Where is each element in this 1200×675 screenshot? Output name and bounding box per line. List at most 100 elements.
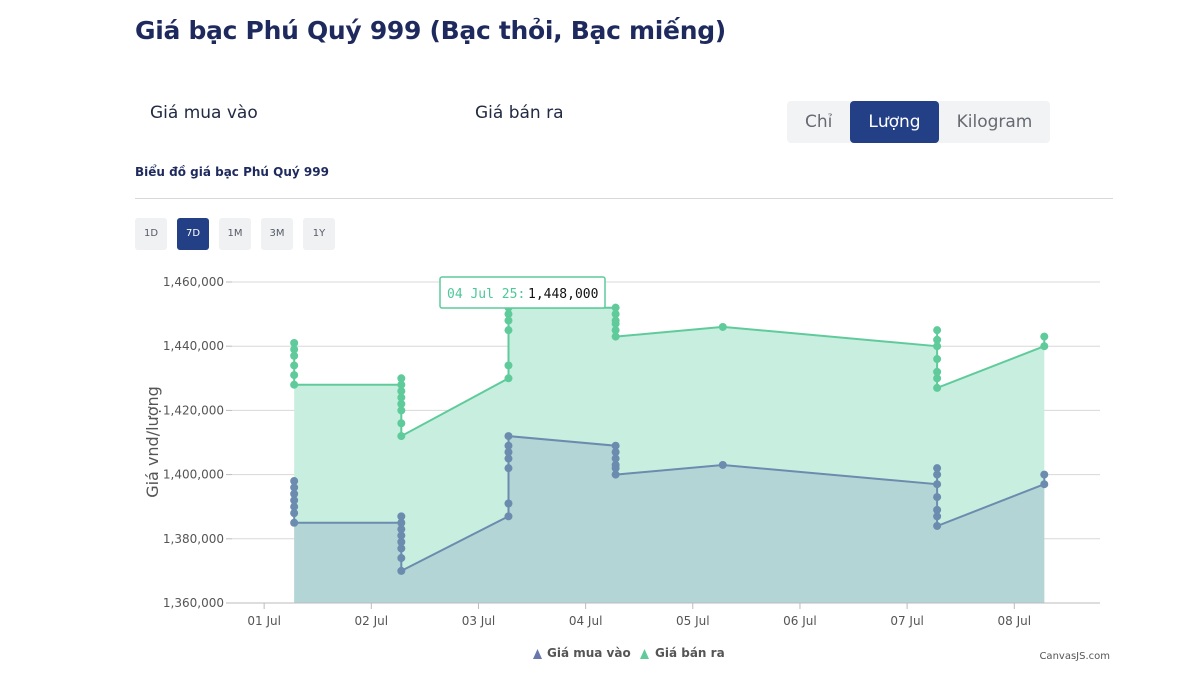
point-sell: [504, 361, 513, 370]
point-sell: [504, 326, 513, 335]
tooltip-label: 04 Jul 25:: [447, 287, 525, 302]
point-sell: [397, 387, 406, 396]
point-buy: [933, 480, 942, 489]
point-sell: [933, 335, 942, 344]
point-sell: [504, 310, 513, 319]
point-sell: [290, 380, 299, 389]
point-buy: [504, 441, 513, 450]
point-sell: [1040, 342, 1049, 351]
unit-toggle: Chỉ Lượng Kilogram: [787, 101, 1051, 143]
range-tabs: 1D 7D 1M 3M 1Y: [135, 218, 335, 250]
x-tick-label: 03 Jul: [462, 614, 496, 628]
page-title: Giá bạc Phú Quý 999 (Bạc thỏi, Bạc miếng…: [135, 16, 726, 45]
point-buy: [397, 538, 406, 547]
point-buy: [504, 512, 513, 521]
point-sell: [397, 419, 406, 428]
point-sell: [1040, 332, 1049, 341]
x-tick-label: 08 Jul: [997, 614, 1031, 628]
point-sell: [611, 332, 620, 341]
y-tick-label: 1,400,000: [163, 468, 224, 482]
point-buy: [397, 554, 406, 563]
x-tick-label: 05 Jul: [676, 614, 710, 628]
x-tick-label: 06 Jul: [783, 614, 817, 628]
point-buy: [290, 518, 299, 527]
point-sell: [397, 374, 406, 383]
point-buy: [611, 441, 620, 450]
point-sell: [397, 406, 406, 415]
point-sell: [933, 374, 942, 383]
unit-chi-button[interactable]: Chỉ: [805, 112, 833, 132]
point-sell: [933, 342, 942, 351]
point-sell: [397, 432, 406, 441]
point-buy: [1040, 480, 1049, 489]
y-tick-label: 1,380,000: [163, 532, 224, 546]
range-1m-button[interactable]: 1M: [219, 218, 251, 250]
point-sell: [933, 355, 942, 364]
point-buy: [504, 448, 513, 457]
point-buy: [504, 499, 513, 508]
unit-luong-button[interactable]: Lượng: [850, 101, 939, 143]
point-buy: [611, 464, 620, 473]
point-sell: [611, 303, 620, 312]
point-buy: [504, 454, 513, 463]
y-axis-title: Giá vnd/lượng: [143, 386, 162, 498]
point-sell: [397, 380, 406, 389]
point-buy: [1040, 470, 1049, 479]
point-sell: [290, 345, 299, 354]
point-sell: [933, 367, 942, 376]
point-buy: [397, 544, 406, 553]
range-1y-button[interactable]: 1Y: [303, 218, 335, 250]
point-buy: [611, 448, 620, 457]
point-sell: [611, 310, 620, 319]
point-buy: [933, 464, 942, 473]
range-3m-button[interactable]: 3M: [261, 218, 293, 250]
point-sell: [290, 371, 299, 380]
point-sell: [290, 338, 299, 347]
point-sell: [611, 326, 620, 335]
y-tick-label: 1,360,000: [163, 596, 224, 610]
y-tick-label: 1,420,000: [163, 403, 224, 417]
legend-marker-sell: [640, 649, 649, 659]
sell-price-label: Giá bán ra: [475, 103, 564, 123]
point-sell: [397, 399, 406, 408]
point-buy: [933, 512, 942, 521]
x-tick-label: 07 Jul: [890, 614, 924, 628]
point-buy: [933, 505, 942, 514]
point-sell: [933, 326, 942, 335]
point-sell: [718, 322, 727, 331]
x-tick-label: 04 Jul: [569, 614, 603, 628]
y-tick-label: 1,440,000: [163, 339, 224, 353]
divider: [135, 198, 1113, 199]
point-buy: [504, 464, 513, 473]
point-buy: [718, 460, 727, 469]
point-sell: [611, 319, 620, 328]
legend-marker-buy: [533, 649, 542, 659]
canvasjs-credit[interactable]: CanvasJS.com: [1039, 651, 1110, 662]
point-buy: [290, 509, 299, 518]
point-buy: [290, 489, 299, 498]
point-sell: [397, 393, 406, 402]
point-buy: [933, 470, 942, 479]
range-1d-button[interactable]: 1D: [135, 218, 167, 250]
point-buy: [397, 518, 406, 527]
point-buy: [397, 512, 406, 521]
point-sell: [290, 351, 299, 360]
point-buy: [290, 496, 299, 505]
legend: Giá mua vào Giá bán ra: [533, 646, 725, 660]
tooltip-value: 1,448,000: [528, 287, 598, 302]
unit-kilogram-button[interactable]: Kilogram: [956, 112, 1033, 132]
chart-subtitle: Biểu đồ giá bạc Phú Quý 999: [135, 165, 329, 179]
point-buy: [397, 566, 406, 575]
y-tick-label: 1,460,000: [163, 275, 224, 289]
x-tick-label: 01 Jul: [247, 614, 281, 628]
range-7d-button[interactable]: 7D: [177, 218, 209, 250]
point-buy: [504, 432, 513, 441]
tooltip: 04 Jul 25: 1,448,000: [439, 276, 606, 309]
point-sell: [290, 361, 299, 370]
x-tick-label: 02 Jul: [355, 614, 389, 628]
point-buy: [611, 454, 620, 463]
point-buy: [611, 470, 620, 479]
legend-label-sell[interactable]: Giá bán ra: [655, 646, 725, 660]
legend-label-buy[interactable]: Giá mua vào: [547, 646, 631, 660]
